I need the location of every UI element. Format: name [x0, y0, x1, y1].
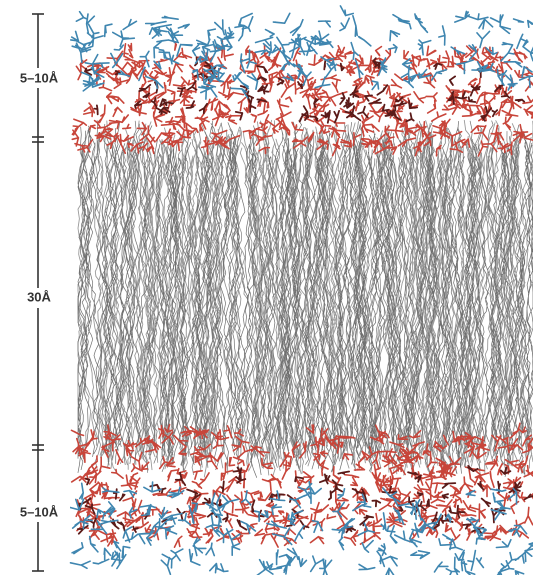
lipid-tails: [77, 119, 533, 478]
scale-label: 5–10Å: [20, 504, 59, 519]
label-backdrop: [8, 502, 70, 522]
head-groups-dark: [76, 56, 533, 535]
scale-label: 30Å: [27, 289, 51, 304]
lipid-tails: [77, 120, 533, 479]
head-groups-blue: [69, 5, 533, 575]
scale-label: 5–10Å: [20, 70, 59, 85]
molecular-rendering: [69, 5, 533, 575]
label-backdrop: [8, 68, 70, 88]
label-backdrop: [18, 288, 60, 308]
